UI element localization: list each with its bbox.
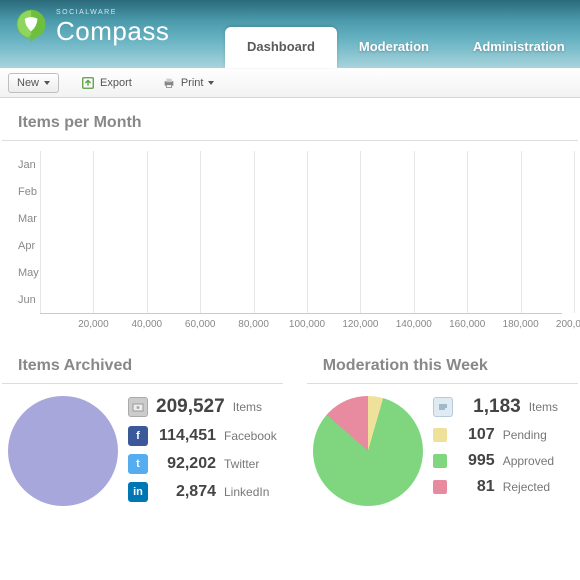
- brand-logo: SOCIALWARE Compass: [0, 0, 183, 52]
- stat-label: Items: [233, 400, 262, 414]
- stat-label: Facebook: [224, 429, 277, 443]
- nav-tabs: Dashboard Moderation Administration: [225, 27, 580, 68]
- print-button[interactable]: Print: [154, 73, 223, 93]
- chart-row: Apr: [6, 232, 574, 259]
- moderation-row: 995 Approved: [433, 452, 558, 470]
- stat-value: 81: [455, 478, 495, 496]
- brand-name: Compass: [56, 18, 169, 44]
- stat-label: Twitter: [224, 457, 259, 471]
- stat-value: 2,874: [156, 483, 216, 501]
- twitter-icon: t: [128, 454, 148, 474]
- chart-title: Items per Month: [2, 98, 578, 141]
- x-tick: 60,000: [185, 319, 216, 330]
- x-tick: 140,000: [396, 319, 432, 330]
- facebook-icon: f: [128, 426, 148, 446]
- moderation-total: 1,183 Items: [433, 396, 558, 418]
- print-label: Print: [181, 77, 204, 89]
- archived-title: Items Archived: [2, 341, 283, 384]
- items-per-month-chart: Jan Feb Mar Apr May Jun 20,000 40,000 60,000 80,0…: [0, 141, 580, 335]
- chart-row: Jun: [6, 286, 574, 313]
- x-tick: 40,000: [132, 319, 163, 330]
- archived-total: 209,527 Items: [128, 396, 277, 418]
- x-tick: 20,000: [78, 319, 109, 330]
- chart-row: Jan: [6, 151, 574, 178]
- compass-icon: [14, 8, 50, 44]
- y-axis-label: Jan: [6, 159, 40, 171]
- app-header: SOCIALWARE Compass Dashboard Moderation …: [0, 0, 580, 68]
- export-icon: [81, 76, 95, 90]
- legend-swatch: [433, 480, 447, 494]
- stat-value: 209,527: [156, 396, 225, 418]
- stat-label: Pending: [503, 428, 547, 442]
- y-axis-label: Jun: [6, 294, 40, 306]
- x-tick: 80,000: [238, 319, 269, 330]
- archived-row: in 2,874 LinkedIn: [128, 482, 277, 502]
- x-tick: 100,000: [289, 319, 325, 330]
- linkedin-icon: in: [128, 482, 148, 502]
- legend-swatch: [433, 428, 447, 442]
- new-button-label: New: [17, 77, 39, 89]
- stat-label: Rejected: [503, 480, 550, 494]
- stat-value: 995: [455, 452, 495, 470]
- tab-dashboard[interactable]: Dashboard: [225, 27, 337, 68]
- x-axis: 20,000 40,000 60,000 80,000 100,000 120,000 14…: [40, 313, 574, 335]
- items-icon: [433, 397, 453, 417]
- y-axis-label: May: [6, 267, 40, 279]
- chart-row: May: [6, 259, 574, 286]
- archived-row: f 114,451 Facebook: [128, 426, 277, 446]
- stat-value: 107: [455, 426, 495, 444]
- moderation-panel: Moderation this Week 1,183 Items 107 Pendin…: [305, 341, 580, 518]
- stat-value: 1,183: [461, 396, 521, 418]
- moderation-stats: 1,183 Items 107 Pending 995 Approved 81 Rejecte…: [433, 396, 558, 496]
- moderation-title: Moderation this Week: [307, 341, 578, 384]
- y-axis-label: Mar: [6, 213, 40, 225]
- stat-label: Approved: [503, 454, 554, 468]
- chevron-down-icon: [208, 81, 214, 85]
- x-tick: 200,000: [556, 319, 580, 330]
- x-tick: 120,000: [342, 319, 378, 330]
- stat-label: LinkedIn: [224, 485, 269, 499]
- stat-label: Items: [529, 400, 558, 414]
- brand-small: SOCIALWARE: [56, 9, 169, 16]
- moderation-row: 81 Rejected: [433, 478, 558, 496]
- x-tick: 180,000: [503, 319, 539, 330]
- chevron-down-icon: [44, 81, 50, 85]
- export-button[interactable]: Export: [73, 73, 140, 93]
- chart-row: Feb: [6, 178, 574, 205]
- y-axis-label: Apr: [6, 240, 40, 252]
- x-tick: 160,000: [449, 319, 485, 330]
- box-icon: [128, 397, 148, 417]
- new-button[interactable]: New: [8, 73, 59, 93]
- archived-pie-chart: [8, 396, 118, 506]
- y-axis-label: Feb: [6, 186, 40, 198]
- chart-row: Mar: [6, 205, 574, 232]
- items-archived-panel: Items Archived 209,527 Items f 114,451 Faceb…: [0, 341, 285, 518]
- moderation-row: 107 Pending: [433, 426, 558, 444]
- stat-value: 114,451: [156, 427, 216, 445]
- archived-stats: 209,527 Items f 114,451 Facebook t 92,202 Twitt…: [128, 396, 277, 502]
- stat-value: 92,202: [156, 455, 216, 473]
- tab-moderation[interactable]: Moderation: [337, 27, 451, 68]
- toolbar: New Export Print: [0, 68, 580, 98]
- archived-row: t 92,202 Twitter: [128, 454, 277, 474]
- legend-swatch: [433, 454, 447, 468]
- moderation-pie-chart: [313, 396, 423, 506]
- print-icon: [162, 76, 176, 90]
- export-label: Export: [100, 77, 132, 89]
- tab-administration[interactable]: Administration: [451, 27, 580, 68]
